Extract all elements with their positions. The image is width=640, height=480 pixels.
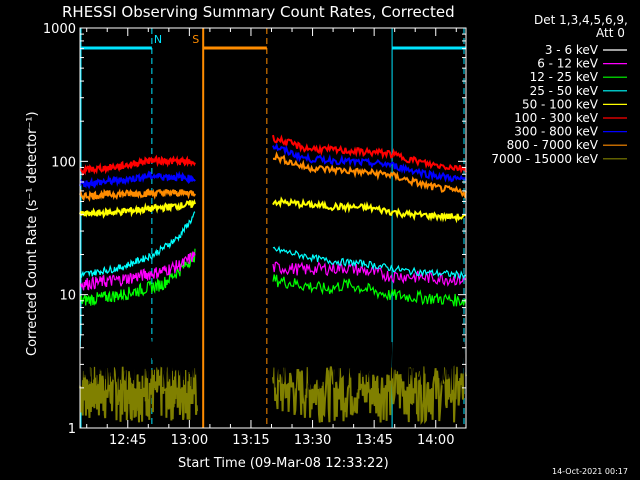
x-tick-label: 13:30	[294, 433, 331, 448]
y-axis-label: Corrected Count Rate (s⁻¹ detector⁻¹)	[25, 111, 40, 356]
marker-label: N	[154, 33, 162, 46]
series-line-12-25-kev-pre	[79, 248, 196, 307]
x-tick-label: 13:45	[355, 433, 392, 448]
series-line-12-25-kev-post	[272, 274, 467, 307]
series-line-800-7000-kev-pre	[79, 188, 196, 202]
legend-label: 800 - 7000 keV	[507, 138, 599, 152]
legend-label: 6 - 12 keV	[537, 57, 599, 71]
series-line-7000-15000-kev-pre	[79, 366, 198, 423]
series-line-25-50-kev-post	[272, 245, 467, 280]
x-axis-label: Start Time (09-Mar-08 12:33:22)	[178, 456, 389, 471]
x-tick-label: 13:00	[171, 433, 208, 448]
series-line-50-100-kev-pre	[79, 198, 196, 219]
legend-label: 25 - 50 keV	[530, 84, 599, 98]
series-line-300-800-kev-post	[272, 142, 467, 183]
series-line-100-300-kev-post	[272, 134, 467, 174]
marker-label: S	[192, 33, 199, 46]
y-tick-label: 10	[59, 289, 76, 304]
legend-label: 100 - 300 keV	[514, 111, 598, 125]
chart-title: RHESSI Observing Summary Count Rates, Co…	[62, 3, 455, 21]
legend-label: 50 - 100 keV	[522, 97, 599, 111]
series-line-25-50-kev-pre	[79, 211, 196, 278]
legend-header-line-2: Att 0	[596, 26, 625, 40]
legend-label: 7000 - 15000 keV	[491, 152, 598, 166]
legend-label: 300 - 800 keV	[514, 125, 598, 139]
render-timestamp: 14-Oct-2021 00:17	[552, 467, 628, 476]
series-line-100-300-kev-pre	[79, 154, 196, 177]
x-tick-label: 14:00	[417, 433, 454, 448]
series-line-6-12-kev-post	[272, 260, 467, 287]
x-axis: 12:45 13:00 13:15 13:30 13:45 14:00	[86, 28, 457, 448]
series-line-300-800-kev-pre	[79, 170, 196, 191]
series-line-3-6-kev-post	[272, 334, 467, 390]
y-tick-label: 1	[68, 422, 76, 437]
x-tick-label: 12:45	[109, 433, 146, 448]
series-line-6-12-kev-pre	[79, 251, 196, 291]
series-line-3-6-kev-pre	[79, 333, 198, 390]
legend-label: 3 - 6 keV	[545, 43, 599, 57]
legend-header-line-1: Det 1,3,4,5,6,9,	[534, 13, 628, 27]
series-layer	[79, 134, 467, 425]
legend-label: 12 - 25 keV	[530, 70, 599, 84]
x-tick-label: 13:15	[232, 433, 269, 448]
y-tick-label: 100	[51, 155, 76, 170]
series-line-800-7000-kev-post	[272, 151, 467, 200]
plot-frame	[79, 27, 467, 429]
series-line-50-100-kev-post	[272, 196, 467, 224]
y-axis: 1 10 100 1000	[43, 22, 466, 437]
y-tick-label: 1000	[43, 22, 76, 37]
